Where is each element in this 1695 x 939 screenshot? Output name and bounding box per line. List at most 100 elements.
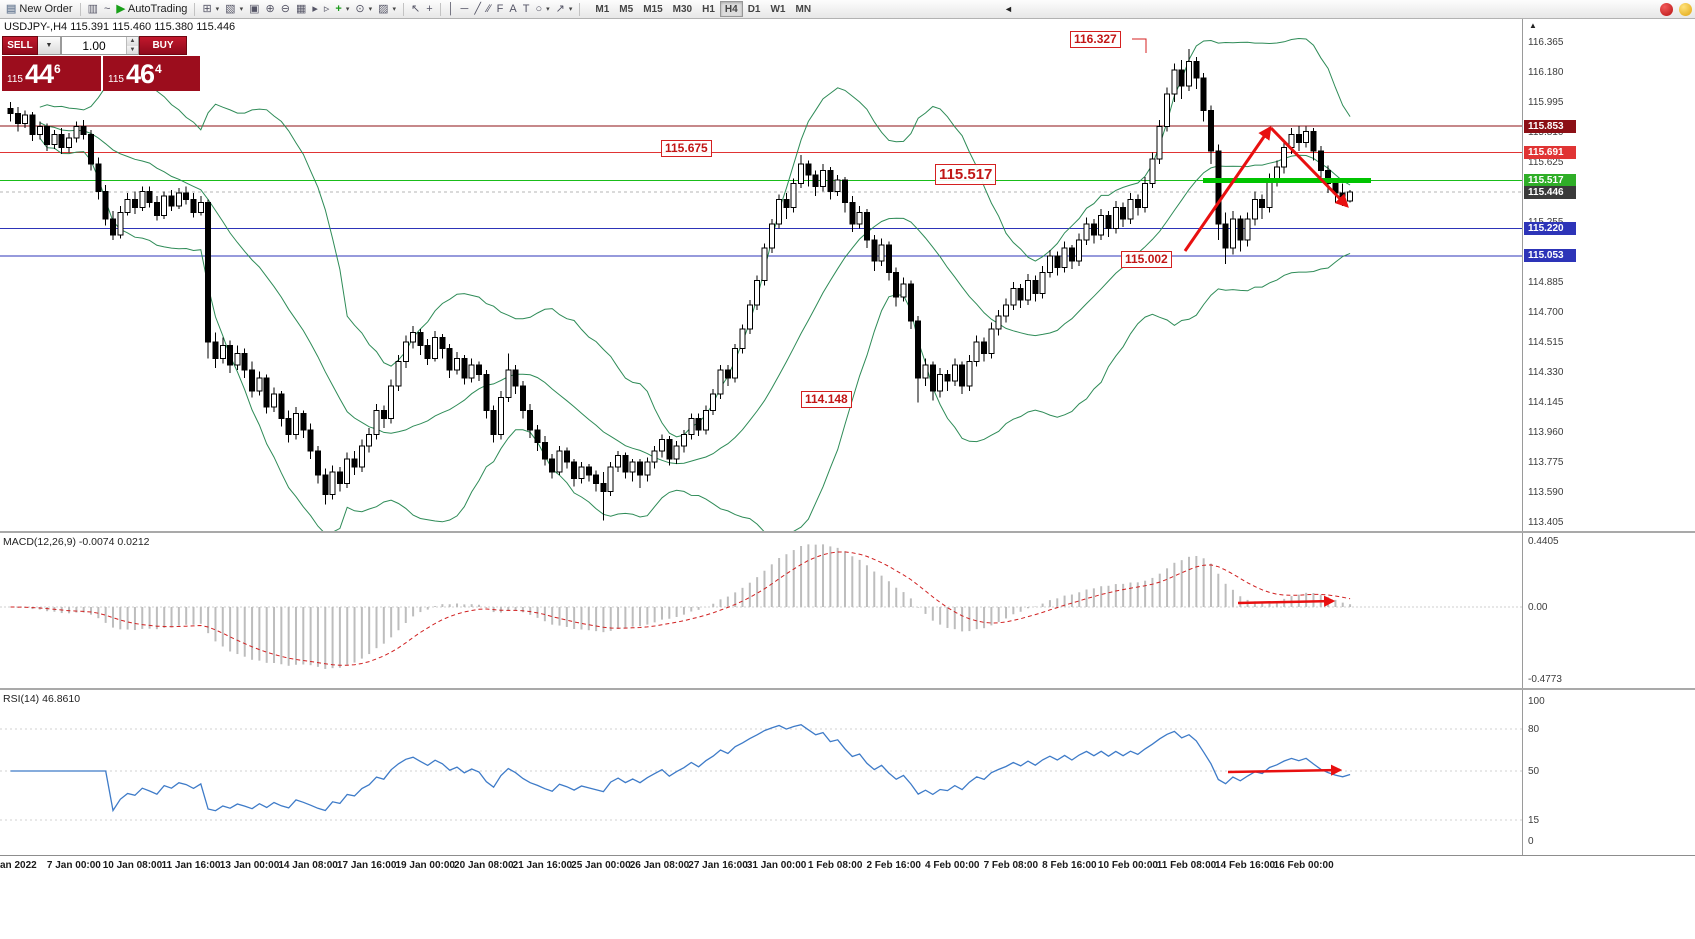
- macd-arrow: [1237, 595, 1336, 607]
- cursor-icon[interactable]: ↖: [411, 2, 421, 15]
- volume-dropdown[interactable]: ▼: [38, 36, 61, 55]
- arrows-icon[interactable]: ↗ ▾: [555, 2, 573, 15]
- text-icon[interactable]: A: [509, 2, 517, 15]
- price-annotation[interactable]: 115.517: [935, 164, 997, 185]
- date-label: 20 Jan 08:00: [454, 860, 514, 871]
- price-level-label: 115.517: [1524, 174, 1576, 187]
- new-chart-icon[interactable]: ⊞ ▾: [202, 2, 220, 15]
- rsi-scale-tick: 50: [1528, 766, 1540, 777]
- price-level-label: 115.220: [1524, 222, 1576, 236]
- autotrading-button[interactable]: ▶ AutoTrading: [116, 2, 188, 16]
- date-label: 13 Jan 00:00: [219, 860, 280, 871]
- line-chart-icon[interactable]: ~: [104, 2, 111, 15]
- toolbar-items: ▤ New Order ▥ ~ ▶ AutoTrading ⊞ ▾ ▧ ▾ ▣ ⊕ ⊖ ▦ ▸ ▹ + ▾ ⊙ ▾ ▨ ▾…: [3, 1, 584, 18]
- volume-field: ▲▼: [61, 36, 139, 55]
- macd-scale-tick: 0.4405: [1528, 535, 1559, 547]
- date-label: 11 Jan 16:00: [161, 860, 221, 871]
- price-annotation[interactable]: 114.148: [801, 391, 852, 408]
- shapes-icon[interactable]: ○ ▾: [535, 2, 550, 15]
- timeframe-w1[interactable]: W1: [770, 4, 786, 15]
- tile-windows-icon[interactable]: ▦: [295, 2, 307, 15]
- date-label: 19 Jan 00:00: [395, 860, 455, 871]
- timeframe-group: M1 M5 M15 M30 H1 H4 D1 W1 MN: [590, 1, 816, 17]
- timeframe-m30[interactable]: M30: [672, 4, 693, 15]
- chart-shift-icon[interactable]: ▹: [323, 2, 330, 15]
- rsi-scale-tick: 80: [1528, 724, 1540, 735]
- volume-input[interactable]: [62, 37, 126, 54]
- cycle-chart-icon[interactable]: ▣: [249, 2, 260, 15]
- macd-scale-tick: 0.00: [1528, 602, 1548, 613]
- price-tick: 116.180: [1528, 67, 1564, 78]
- zoom-in-icon[interactable]: ⊕: [265, 2, 275, 15]
- spinner-down-icon[interactable]: ▼: [127, 45, 138, 54]
- timeframe-h4[interactable]: H4: [719, 1, 743, 17]
- templates-icon[interactable]: ▨ ▾: [378, 2, 397, 15]
- timeframe-m5[interactable]: M5: [619, 4, 634, 15]
- periods-icon[interactable]: ⊙ ▾: [355, 2, 373, 15]
- panel-divider[interactable]: [0, 688, 1695, 690]
- rsi-chart: [0, 723, 1522, 821]
- date-label: 8 Feb 16:00: [1042, 860, 1097, 871]
- fibonacci-icon[interactable]: F: [496, 2, 504, 15]
- auto-scroll-icon[interactable]: ▸: [312, 2, 318, 15]
- macd-histogram: [16, 544, 1352, 669]
- timeframe-m1[interactable]: M1: [595, 4, 610, 15]
- date-label: 7 Feb 08:00: [983, 860, 1039, 871]
- buy-button[interactable]: BUY: [139, 36, 187, 55]
- timeframe-d1[interactable]: D1: [747, 4, 761, 15]
- price-tick: 115.995: [1528, 97, 1564, 108]
- price-level-label: 115.053: [1524, 249, 1576, 263]
- price-annotation[interactable]: 115.002: [1121, 251, 1172, 268]
- bid-price[interactable]: 115 44 6: [2, 56, 101, 91]
- date-label: 10 Feb 00:00: [1097, 860, 1158, 871]
- macd-scale-tick: -0.4773: [1528, 673, 1562, 685]
- scale-scroll-up-icon[interactable]: ▲: [1529, 21, 1537, 30]
- label-icon[interactable]: T: [522, 2, 530, 15]
- date-label: 11 Feb 08:00: [1156, 860, 1217, 871]
- horizontal-line-icon[interactable]: ─: [460, 2, 469, 15]
- price-annotation[interactable]: 115.675: [661, 140, 712, 157]
- date-label: 17 Jan 16:00: [336, 860, 397, 871]
- sell-button[interactable]: SELL: [2, 36, 38, 55]
- bar-chart-icon[interactable]: ▥: [87, 2, 98, 15]
- profiles-icon[interactable]: ▧ ▾: [225, 2, 244, 15]
- zoom-out-icon[interactable]: ⊖: [280, 2, 290, 15]
- timeframe-mn[interactable]: MN: [795, 4, 812, 15]
- news-status-icon[interactable]: [1679, 2, 1692, 16]
- trendline-icon[interactable]: ╱: [474, 2, 481, 15]
- chart-ohlc-header: USDJPY-,H4 115.391 115.460 115.380 115.4…: [4, 21, 236, 33]
- date-label: 16 Feb 00:00: [1273, 860, 1334, 871]
- panel-divider[interactable]: [0, 531, 1695, 533]
- rsi-panel: RSI(14) 46.8610: [0, 690, 1522, 855]
- alert-status-icon[interactable]: [1660, 2, 1673, 16]
- toolbar: ▤ New Order ▥ ~ ▶ AutoTrading ⊞ ▾ ▧ ▾ ▣ ⊕ ⊖ ▦ ▸ ▹ + ▾ ⊙ ▾ ▨ ▾…: [0, 0, 1695, 19]
- indicators-icon[interactable]: + ▾: [335, 2, 350, 15]
- date-label: 31 Jan 00:00: [746, 860, 807, 871]
- date-label: 10 Jan 08:00: [102, 860, 163, 871]
- rsi-scale-tick: 15: [1528, 815, 1540, 826]
- price-tick: 114.885: [1528, 277, 1564, 288]
- date-label: 2 Feb 16:00: [866, 860, 921, 871]
- volume-spinner[interactable]: ▲ ▼: [126, 37, 138, 54]
- bollinger-bands: [39, 37, 1351, 531]
- scroll-left-icon[interactable]: ◄: [1004, 4, 1013, 14]
- new-order-button[interactable]: ▤ New Order: [6, 2, 73, 16]
- price-annotation[interactable]: 116.327: [1070, 31, 1121, 48]
- price-scale[interactable]: ▲ 116.365116.180115.995115.810115.625115…: [1522, 19, 1695, 855]
- main-chart-panel: USDJPY-,H4 115.391 115.460 115.380 115.4…: [0, 19, 1522, 531]
- timeframe-h1[interactable]: H1: [702, 4, 715, 15]
- date-label: an 2022: [0, 860, 37, 871]
- spinner-up-icon[interactable]: ▲: [127, 37, 138, 46]
- date-label: 14 Jan 08:00: [278, 860, 338, 871]
- trend-arrow: [1269, 126, 1349, 208]
- date-label: 1 Feb 08:00: [807, 860, 863, 871]
- price-tick: 113.590: [1528, 487, 1564, 498]
- ask-price[interactable]: 115 46 4: [103, 56, 200, 91]
- channel-icon[interactable]: ∕∕: [486, 2, 491, 15]
- timeframe-m15[interactable]: M15: [643, 4, 663, 15]
- candlestick-chart[interactable]: USDJPY-,H4 115.391 115.460 115.380 115.4…: [0, 19, 1522, 531]
- crosshair-icon[interactable]: +: [426, 2, 433, 15]
- date-axis[interactable]: an 2022 7 Jan 00:00 10 Jan 08:00 11 Jan 16:…: [0, 855, 1695, 881]
- vertical-line-icon[interactable]: │: [447, 2, 455, 15]
- price-tick: 113.960: [1528, 427, 1564, 438]
